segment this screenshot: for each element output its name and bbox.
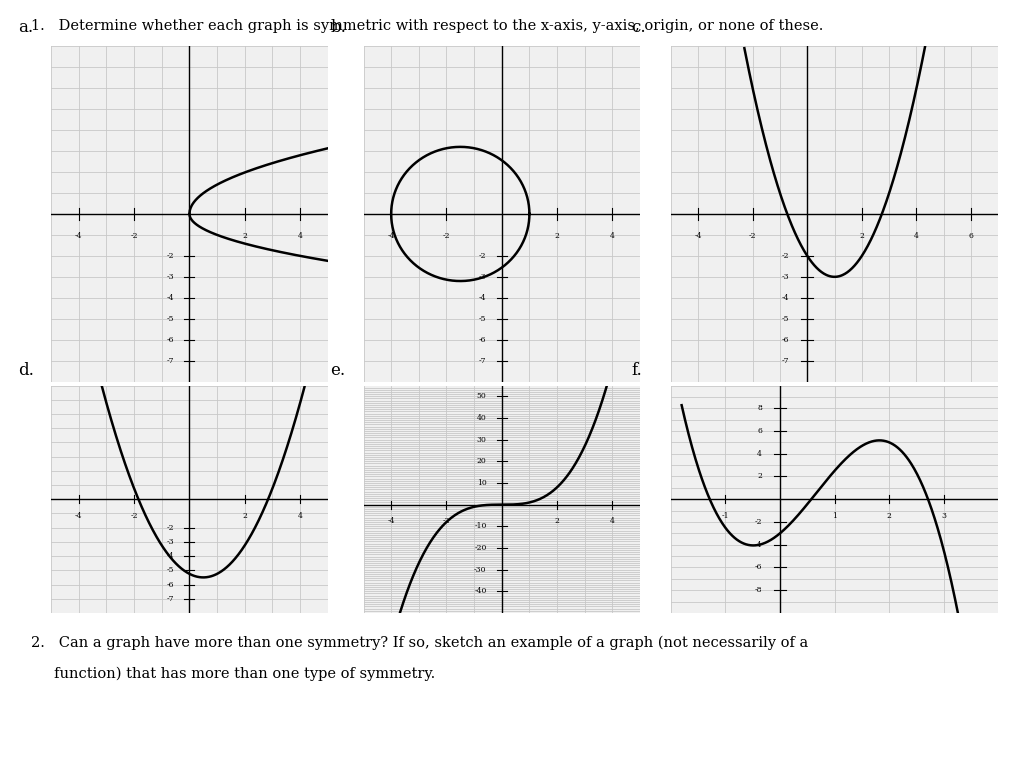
Text: -2: -2 bbox=[479, 252, 486, 260]
Text: 4: 4 bbox=[757, 449, 762, 458]
Text: -2: -2 bbox=[167, 524, 174, 532]
Text: -30: -30 bbox=[474, 566, 486, 574]
Text: b.: b. bbox=[331, 19, 346, 36]
Text: 4: 4 bbox=[610, 517, 614, 525]
Text: function) that has more than one type of symmetry.: function) that has more than one type of… bbox=[31, 667, 435, 682]
Text: -8: -8 bbox=[755, 586, 762, 594]
Text: -7: -7 bbox=[167, 357, 174, 365]
Text: -5: -5 bbox=[167, 566, 174, 574]
Text: 4: 4 bbox=[610, 232, 614, 241]
Text: -4: -4 bbox=[781, 294, 790, 301]
Text: 2: 2 bbox=[555, 517, 559, 525]
Text: -4: -4 bbox=[167, 552, 174, 560]
Text: -4: -4 bbox=[387, 517, 395, 525]
Text: -4: -4 bbox=[75, 512, 83, 520]
Text: -4: -4 bbox=[75, 232, 83, 241]
Text: -2: -2 bbox=[167, 252, 174, 260]
Text: 20: 20 bbox=[477, 457, 486, 466]
Text: -5: -5 bbox=[167, 315, 174, 323]
Text: -7: -7 bbox=[781, 357, 790, 365]
Text: 10: 10 bbox=[477, 479, 486, 487]
Text: -2: -2 bbox=[749, 232, 757, 241]
Text: c.: c. bbox=[632, 19, 646, 36]
Text: 2: 2 bbox=[555, 232, 559, 241]
Text: 30: 30 bbox=[477, 436, 486, 443]
Text: -3: -3 bbox=[479, 273, 486, 281]
Text: -2: -2 bbox=[442, 517, 451, 525]
Text: -10: -10 bbox=[474, 522, 486, 530]
Text: -4: -4 bbox=[694, 232, 701, 241]
Text: -6: -6 bbox=[167, 581, 174, 588]
Text: 40: 40 bbox=[477, 414, 486, 422]
Text: -7: -7 bbox=[167, 594, 174, 603]
Text: -5: -5 bbox=[781, 315, 790, 323]
Text: e.: e. bbox=[331, 362, 345, 379]
Text: a.: a. bbox=[18, 19, 33, 36]
Text: 3: 3 bbox=[941, 512, 946, 520]
Text: -20: -20 bbox=[474, 544, 486, 552]
Text: -2: -2 bbox=[755, 518, 762, 526]
Text: 2: 2 bbox=[243, 232, 247, 241]
Text: 8: 8 bbox=[757, 404, 762, 412]
Text: 1.   Determine whether each graph is symmetric with respect to the x-axis, y-axi: 1. Determine whether each graph is symme… bbox=[31, 19, 823, 33]
Text: 2: 2 bbox=[243, 512, 247, 520]
Text: -6: -6 bbox=[755, 564, 762, 571]
Text: -7: -7 bbox=[479, 357, 486, 365]
Text: 6: 6 bbox=[757, 427, 762, 435]
Text: -6: -6 bbox=[781, 335, 790, 344]
Text: -2: -2 bbox=[130, 512, 138, 520]
Text: -3: -3 bbox=[167, 538, 174, 546]
Text: -6: -6 bbox=[167, 335, 174, 344]
Text: 2.   Can a graph have more than one symmetry? If so, sketch an example of a grap: 2. Can a graph have more than one symmet… bbox=[31, 636, 808, 651]
Text: -4: -4 bbox=[387, 232, 395, 241]
Text: 4: 4 bbox=[914, 232, 919, 241]
Text: 1: 1 bbox=[833, 512, 837, 520]
Text: -5: -5 bbox=[479, 315, 486, 323]
Text: 4: 4 bbox=[298, 232, 302, 241]
Text: 4: 4 bbox=[298, 512, 302, 520]
Text: 2: 2 bbox=[757, 473, 762, 480]
Text: -1: -1 bbox=[722, 512, 729, 520]
Text: -2: -2 bbox=[442, 232, 451, 241]
Text: 2: 2 bbox=[859, 232, 864, 241]
Text: -4: -4 bbox=[167, 294, 174, 301]
Text: 6: 6 bbox=[969, 232, 974, 241]
Text: -40: -40 bbox=[474, 588, 486, 595]
Text: -2: -2 bbox=[781, 252, 790, 260]
Text: -4: -4 bbox=[479, 294, 486, 301]
Text: -6: -6 bbox=[479, 335, 486, 344]
Text: -3: -3 bbox=[781, 273, 790, 281]
Text: f.: f. bbox=[632, 362, 642, 379]
Text: d.: d. bbox=[18, 362, 34, 379]
Text: 2: 2 bbox=[887, 512, 892, 520]
Text: -4: -4 bbox=[755, 540, 762, 549]
Text: 50: 50 bbox=[477, 392, 486, 400]
Text: -2: -2 bbox=[130, 232, 138, 241]
Text: -3: -3 bbox=[167, 273, 174, 281]
